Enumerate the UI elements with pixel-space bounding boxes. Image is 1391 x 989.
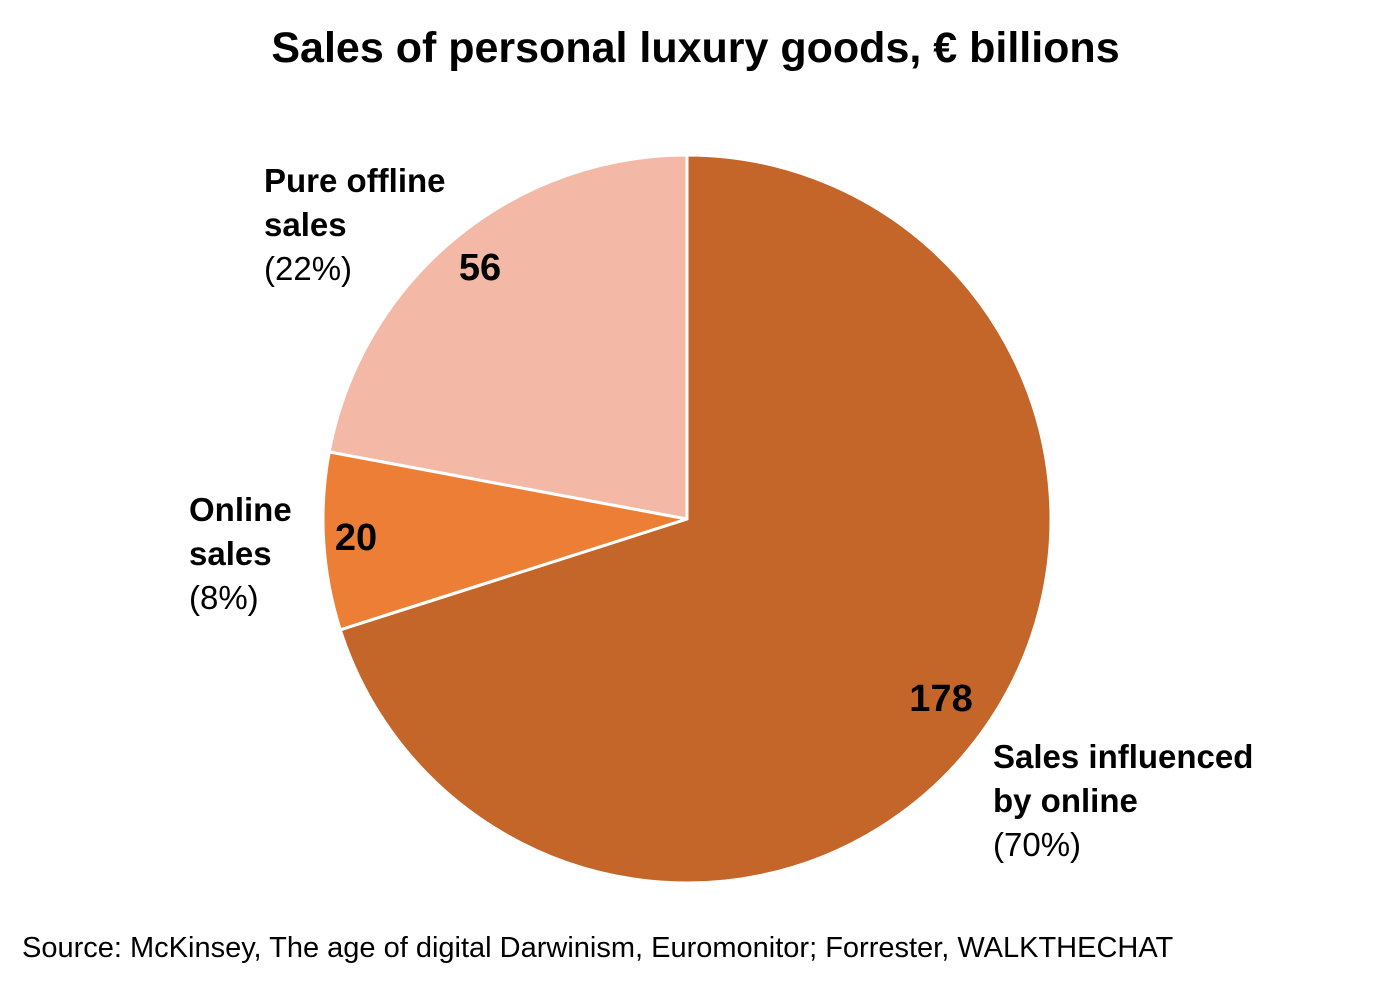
slice-percent: (70%)	[993, 826, 1082, 863]
pie-slice-sales-influenced-by-online	[338, 153, 1053, 885]
slice-name-line-2: by online	[993, 782, 1138, 819]
slice-name-line-1: Online	[189, 491, 292, 528]
slice-label-sales-influenced-by-online: Sales influenced by online (70%)	[993, 735, 1323, 867]
slice-name: Pure offline sales	[264, 159, 494, 247]
slice-name-line-2: sales	[264, 206, 347, 243]
chart-title: Sales of personal luxury goods, € billio…	[271, 24, 1120, 72]
pie-slices	[321, 153, 1053, 885]
pie-value-label-online-sales: 20	[335, 517, 377, 559]
pie-slice-pure-offline-sales	[327, 153, 689, 521]
pie-slice-online-sales	[321, 450, 689, 632]
source-note: Source: McKinsey, The age of digital Dar…	[22, 932, 1174, 964]
slice-name-line-2: sales	[189, 535, 272, 572]
slice-name: Online sales	[189, 488, 329, 576]
pie-value-label-pure-offline-sales: 56	[459, 247, 501, 289]
pie-value-labels: 178 20 56	[335, 247, 973, 720]
slice-name-line-1: Pure offline	[264, 162, 446, 199]
slice-label-pure-offline-sales: Pure offline sales (22%)	[264, 159, 494, 291]
slice-percent: (8%)	[189, 579, 259, 616]
pie-value-label-sales-influenced-by-online: 178	[909, 678, 972, 720]
slice-name-line-1: Sales influenced	[993, 738, 1254, 775]
slice-label-online-sales: Online sales (8%)	[189, 488, 329, 620]
slice-name: Sales influenced by online	[993, 735, 1323, 823]
slice-percent: (22%)	[264, 250, 353, 287]
